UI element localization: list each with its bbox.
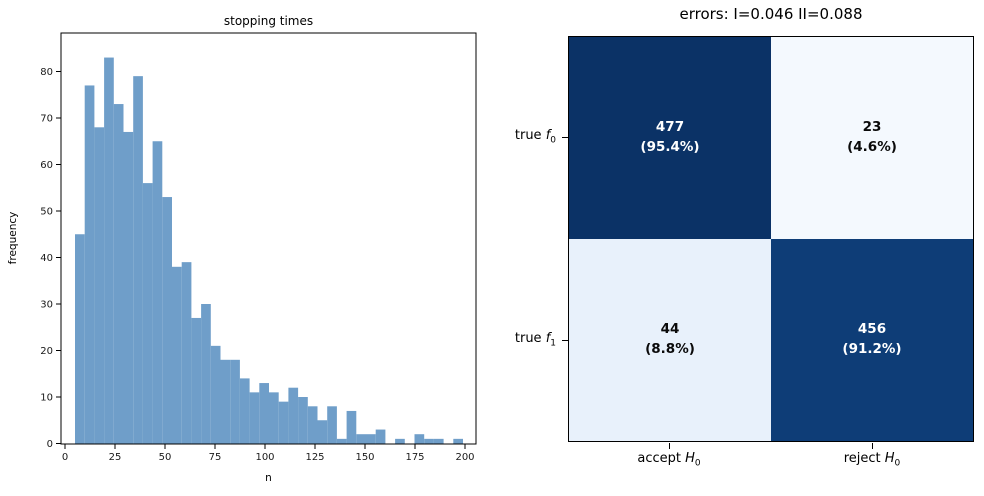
col1-tick (872, 443, 873, 449)
plot-frame (60, 32, 477, 445)
cell-count: 44 (660, 321, 680, 338)
col-label-accept-h0: accept H0 (637, 451, 701, 469)
histogram-bar (356, 434, 366, 444)
histogram-bar (133, 76, 143, 444)
col-label-reject-h0: reject H0 (843, 451, 901, 469)
histogram-bar (327, 406, 337, 444)
cell-true-f0-accept: 477 (95.4%) (569, 37, 771, 239)
histogram-bar (94, 127, 105, 444)
histogram-bar (346, 410, 357, 444)
histogram-title: stopping times (224, 14, 313, 28)
stopping-times-histogram: 0 25 50 75 100 125 150 175 200 0 10 20 30 40 50 60 70 80 s… (7, 14, 477, 484)
histogram-bar (414, 434, 425, 444)
histogram-bar (113, 104, 124, 444)
x-tick-label: 0 (62, 452, 68, 463)
x-tick-label: 175 (405, 452, 424, 463)
histogram-bar (172, 266, 182, 444)
histogram-bar (201, 304, 211, 444)
histogram-bar (104, 57, 114, 444)
cell-count: 477 (655, 119, 685, 136)
y-tick-label: 50 (40, 207, 53, 218)
x-tick-label: 100 (255, 452, 274, 463)
x-tick-label: 75 (209, 452, 222, 463)
confusion-matrix: 477 (95.4%) 23 (4.6%) 44 (8.8%) 456 (91.… (568, 36, 974, 442)
histogram-bar (152, 141, 163, 444)
histogram-bar (366, 434, 376, 444)
histogram-bar (424, 438, 434, 444)
col0-tick (669, 443, 670, 449)
x-tick-label: 25 (109, 452, 122, 463)
cell-true-f1-accept: 44 (8.8%) (569, 239, 771, 441)
histogram-bar (249, 392, 260, 444)
histogram-bar (239, 378, 250, 444)
histogram-bar (278, 401, 289, 444)
histogram-bar (336, 438, 347, 444)
histogram-bar (181, 262, 192, 444)
histogram-bar (210, 345, 221, 444)
cell-count: 456 (857, 321, 887, 338)
x-tick-label: 125 (305, 452, 324, 463)
histogram-bar (230, 359, 240, 444)
row-label-true-f0: true f0 (514, 128, 556, 146)
histogram-bar (162, 197, 172, 444)
cell-percent: (91.2%) (842, 341, 902, 357)
histogram-bar (84, 85, 95, 444)
histogram-bar (317, 420, 328, 444)
y-tick-label: 70 (40, 114, 53, 125)
histogram-bar (75, 234, 85, 444)
y-tick-label: 80 (40, 67, 53, 78)
cell-percent: (95.4%) (640, 139, 700, 155)
histogram-bar (298, 397, 308, 444)
y-tick-label: 0 (47, 439, 53, 450)
histogram-bar (123, 131, 134, 444)
cell-count: 23 (862, 119, 882, 136)
histogram-bar (395, 438, 405, 444)
row-label-true-f1: true f1 (514, 331, 556, 349)
histogram-bar (433, 438, 444, 444)
cell-true-f1-reject: 456 (91.2%) (771, 239, 973, 441)
histogram-bar (220, 359, 231, 444)
cell-true-f0-reject: 23 (4.6%) (771, 37, 973, 239)
y-tick-label: 30 (40, 300, 53, 311)
histogram-bar (142, 183, 153, 444)
histogram-bar (269, 392, 279, 444)
histogram-bar (375, 429, 386, 444)
y-axis-label: frequency (7, 212, 19, 265)
histogram-bar (288, 387, 299, 444)
y-tick-label: 40 (40, 253, 53, 264)
row1-tick (562, 340, 568, 341)
row0-tick (562, 137, 568, 138)
confusion-matrix-title: errors: I=0.046 II=0.088 (679, 5, 863, 23)
x-tick-label: 200 (455, 452, 474, 463)
x-tick-label: 150 (355, 452, 374, 463)
histogram-bar (453, 438, 463, 444)
y-tick-label: 10 (40, 393, 53, 404)
x-axis-label: n (265, 472, 272, 484)
histogram-bar (191, 317, 202, 444)
y-tick-label: 20 (40, 346, 53, 357)
histogram-bar (307, 406, 318, 444)
x-tick-label: 50 (159, 452, 172, 463)
cell-percent: (8.8%) (645, 341, 695, 357)
y-tick-label: 60 (40, 160, 53, 171)
histogram-bar (259, 383, 269, 444)
cell-percent: (4.6%) (847, 139, 897, 155)
